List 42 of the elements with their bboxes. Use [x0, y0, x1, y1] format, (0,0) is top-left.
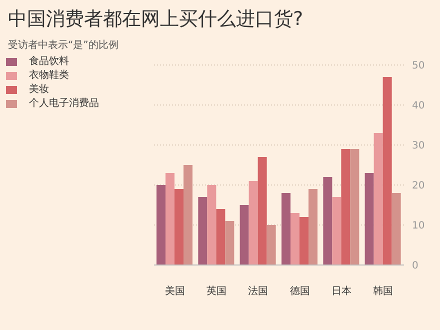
bar — [323, 177, 332, 265]
bar — [374, 133, 383, 265]
bar — [225, 221, 234, 265]
bar — [382, 77, 392, 265]
y-tick-label: 0 — [412, 260, 418, 272]
bar — [266, 225, 276, 265]
x-tick-label: 美国 — [164, 285, 185, 298]
bar — [392, 193, 401, 265]
bar — [184, 165, 192, 265]
x-tick-label: 日本 — [332, 285, 352, 298]
bar — [350, 149, 360, 265]
bar — [341, 149, 350, 265]
x-tick-label: 法国 — [248, 285, 268, 298]
x-tick-label: 德国 — [290, 286, 310, 298]
bar — [156, 185, 166, 265]
bar — [308, 189, 318, 265]
bar — [282, 193, 290, 265]
bar — [174, 189, 184, 265]
bar — [216, 209, 226, 265]
bar — [364, 173, 374, 265]
y-tick-label: 50 — [412, 60, 425, 72]
bar — [300, 217, 308, 265]
legend-label: 食品饮料 — [29, 55, 69, 69]
bar — [332, 197, 342, 265]
bar — [166, 173, 174, 265]
bar — [258, 157, 267, 265]
chart-title: 中国消费者都在网上买什么进口货? — [8, 7, 304, 32]
text: 受访者中表示“是”的比例 — [8, 38, 118, 52]
y-tick-label: 10 — [412, 220, 425, 232]
x-tick-label: 韩国 — [373, 285, 394, 298]
bar — [248, 181, 258, 265]
bar — [290, 213, 300, 265]
legend-label: 个人电子消费品 — [29, 97, 99, 111]
legend-label: 美妆 — [29, 83, 49, 97]
bar — [207, 185, 216, 265]
y-tick-label: 40 — [412, 100, 425, 112]
y-tick-label: 20 — [412, 180, 425, 192]
bar — [240, 205, 249, 265]
y-tick-label: 30 — [412, 140, 425, 152]
bar — [198, 197, 208, 265]
x-tick-label: 英国 — [206, 285, 226, 298]
legend-label: 衣物鞋类 — [29, 69, 69, 83]
